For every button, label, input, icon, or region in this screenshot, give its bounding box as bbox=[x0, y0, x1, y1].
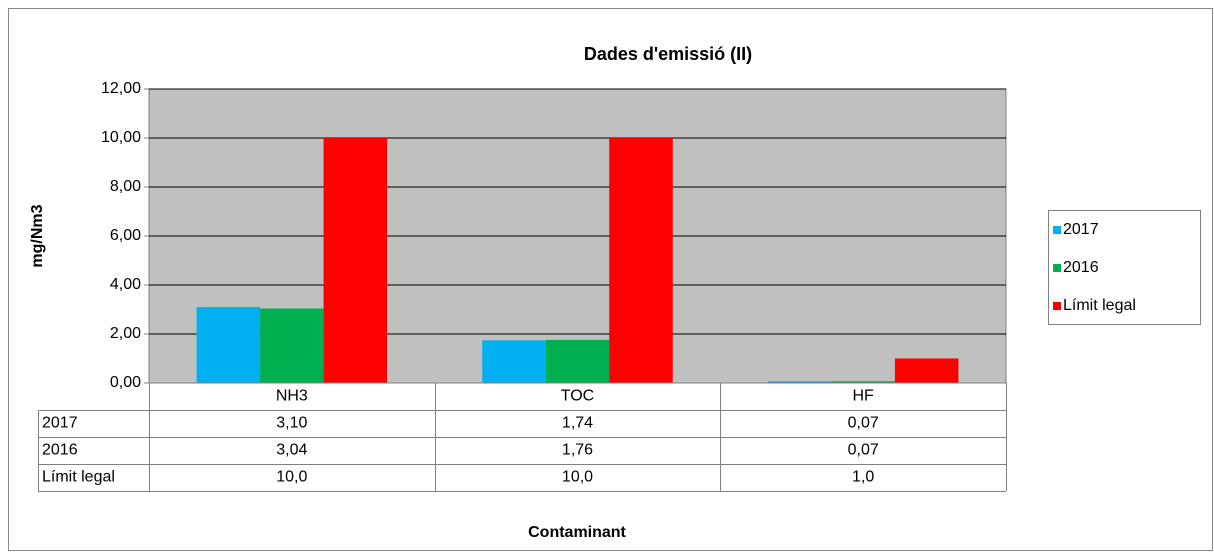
y-tick-label: 4,00 bbox=[110, 276, 141, 293]
table-cell: 1,74 bbox=[562, 415, 593, 432]
bar bbox=[545, 339, 610, 383]
table-row-label: 2016 bbox=[42, 442, 78, 459]
table-cell: 3,04 bbox=[276, 442, 307, 459]
bar bbox=[831, 381, 895, 383]
legend-box bbox=[1048, 210, 1201, 325]
data-table-lines bbox=[38, 383, 1007, 492]
bar bbox=[894, 358, 959, 383]
y-tick-label: 2,00 bbox=[110, 325, 141, 342]
bar bbox=[609, 138, 673, 383]
table-cell: 10,0 bbox=[562, 469, 593, 486]
table-cell: 1,76 bbox=[562, 442, 593, 459]
y-tick-label: 0,00 bbox=[110, 374, 141, 391]
legend-swatch bbox=[1053, 302, 1061, 310]
bar bbox=[767, 381, 832, 383]
table-cell: 0,07 bbox=[848, 442, 879, 459]
table-cell: 10,0 bbox=[276, 469, 307, 486]
table-cell: 1,0 bbox=[852, 469, 874, 486]
bar bbox=[482, 340, 546, 383]
y-tick-label: 12,00 bbox=[101, 80, 141, 97]
legend-label: 2017 bbox=[1063, 221, 1099, 238]
x-tick-label: TOC bbox=[561, 388, 594, 405]
table-cell: 0,07 bbox=[848, 415, 879, 432]
chart-title: Dades d'emissió (II) bbox=[584, 44, 752, 64]
bar bbox=[323, 138, 388, 383]
y-tick-label: 10,00 bbox=[101, 129, 141, 146]
y-tick-label: 6,00 bbox=[110, 227, 141, 244]
legend-swatch bbox=[1053, 264, 1061, 272]
legend-label: 2016 bbox=[1063, 259, 1099, 276]
legend-label: Límit legal bbox=[1063, 297, 1136, 314]
table-row-label: Límit legal bbox=[42, 469, 115, 486]
y-axis-label: mg/Nm3 bbox=[29, 204, 46, 267]
y-tick-label: 8,00 bbox=[110, 178, 141, 195]
legend-swatch bbox=[1053, 226, 1061, 234]
bar bbox=[260, 308, 324, 383]
table-cell: 3,10 bbox=[276, 415, 307, 432]
bar bbox=[196, 307, 261, 383]
x-tick-label: HF bbox=[853, 388, 875, 405]
x-tick-label: NH3 bbox=[276, 388, 308, 405]
x-axis-label: Contaminant bbox=[528, 524, 626, 541]
table-row-label: 2017 bbox=[42, 415, 78, 432]
